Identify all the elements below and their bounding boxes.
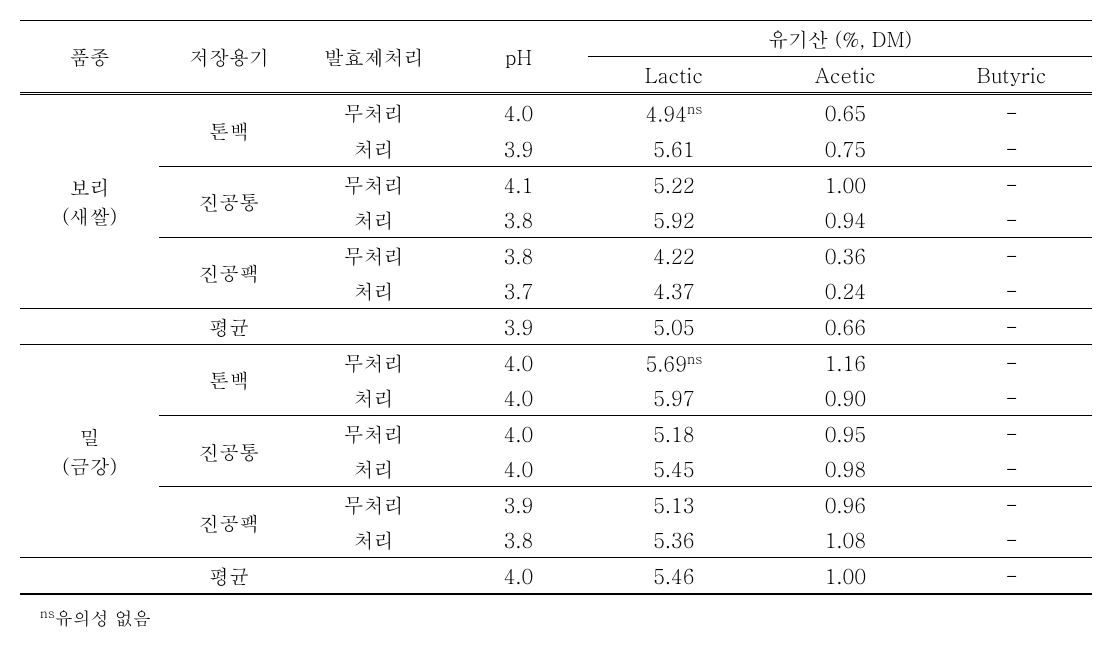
lactic-cell: 5.92 [588, 202, 760, 238]
container-cell: 톤백 [159, 344, 298, 416]
butyric-cell: - [931, 273, 1092, 309]
treatment-cell: 무처리 [299, 166, 449, 202]
lactic-cell: 4.37 [588, 273, 760, 309]
header-treatment: 발효제처리 [299, 21, 449, 94]
butyric-cell: - [931, 344, 1092, 380]
ph-cell: 4.0 [449, 416, 588, 452]
avg-acetic: 1.00 [760, 558, 932, 595]
treatment-cell: 무처리 [299, 94, 449, 131]
avg-ph: 3.9 [449, 308, 588, 344]
acetic-cell: 0.36 [760, 237, 932, 273]
ph-cell: 3.7 [449, 273, 588, 309]
ph-cell: 4.0 [449, 451, 588, 487]
butyric-cell: - [931, 380, 1092, 416]
avg-lactic: 5.05 [588, 308, 760, 344]
acetic-cell: 0.90 [760, 380, 932, 416]
lactic-cell: 4.22 [588, 237, 760, 273]
acetic-cell: 1.08 [760, 522, 932, 558]
ph-cell: 4.1 [449, 166, 588, 202]
container-cell: 진공통 [159, 416, 298, 487]
ph-cell: 3.8 [449, 202, 588, 238]
ph-cell: 4.0 [449, 344, 588, 380]
treatment-cell: 처리 [299, 131, 449, 167]
acetic-cell: 1.00 [760, 166, 932, 202]
butyric-cell: - [931, 166, 1092, 202]
variety-cell: 밀(금강) [20, 344, 159, 558]
header-butyric: Butyric [931, 57, 1092, 94]
avg-treatment [299, 558, 449, 595]
lactic-cell: 4.94ns [588, 94, 760, 131]
ph-cell: 4.0 [449, 380, 588, 416]
treatment-cell: 처리 [299, 202, 449, 238]
butyric-cell: - [931, 131, 1092, 167]
avg-label: 평균 [159, 308, 298, 344]
acetic-cell: 0.65 [760, 94, 932, 131]
ph-cell: 4.0 [449, 94, 588, 131]
acetic-cell: 0.95 [760, 416, 932, 452]
container-cell: 진공통 [159, 166, 298, 237]
ph-cell: 3.8 [449, 522, 588, 558]
header-variety: 품종 [20, 21, 159, 94]
avg-label: 평균 [159, 558, 298, 595]
container-cell: 톤백 [159, 94, 298, 167]
butyric-cell: - [931, 487, 1092, 523]
treatment-cell: 무처리 [299, 344, 449, 380]
acetic-cell: 0.94 [760, 202, 932, 238]
header-organic-acid: 유기산 (%, DM) [588, 21, 1092, 57]
footnote: ns유의성 없음 [20, 603, 1092, 631]
header-ph: pH [449, 21, 588, 94]
container-cell: 진공팩 [159, 487, 298, 558]
lactic-cell: 5.69ns [588, 344, 760, 380]
ph-cell: 3.9 [449, 131, 588, 167]
treatment-cell: 무처리 [299, 416, 449, 452]
acetic-cell: 0.98 [760, 451, 932, 487]
treatment-cell: 무처리 [299, 237, 449, 273]
treatment-cell: 처리 [299, 380, 449, 416]
avg-butyric: - [931, 558, 1092, 595]
avg-ph: 4.0 [449, 558, 588, 595]
butyric-cell: - [931, 416, 1092, 452]
lactic-cell: 5.18 [588, 416, 760, 452]
footnote-sup: ns [40, 603, 55, 622]
acetic-cell: 0.96 [760, 487, 932, 523]
butyric-cell: - [931, 202, 1092, 238]
butyric-cell: - [931, 237, 1092, 273]
avg-acetic: 0.66 [760, 308, 932, 344]
header-acetic: Acetic [760, 57, 932, 94]
butyric-cell: - [931, 451, 1092, 487]
avg-lactic: 5.46 [588, 558, 760, 595]
header-lactic: Lactic [588, 57, 760, 94]
avg-treatment [299, 308, 449, 344]
butyric-cell: - [931, 522, 1092, 558]
avg-empty [20, 558, 159, 595]
container-cell: 진공팩 [159, 237, 298, 308]
treatment-cell: 처리 [299, 273, 449, 309]
treatment-cell: 처리 [299, 451, 449, 487]
lactic-cell: 5.45 [588, 451, 760, 487]
lactic-cell: 5.36 [588, 522, 760, 558]
acetic-cell: 1.16 [760, 344, 932, 380]
avg-empty [20, 308, 159, 344]
treatment-cell: 무처리 [299, 487, 449, 523]
ph-cell: 3.9 [449, 487, 588, 523]
lactic-cell: 5.22 [588, 166, 760, 202]
lactic-cell: 5.13 [588, 487, 760, 523]
lactic-cell: 5.97 [588, 380, 760, 416]
lactic-cell: 5.61 [588, 131, 760, 167]
butyric-cell: - [931, 94, 1092, 131]
acetic-cell: 0.24 [760, 273, 932, 309]
header-container: 저장용기 [159, 21, 298, 94]
acetic-cell: 0.75 [760, 131, 932, 167]
data-table: 품종 저장용기 발효제처리 pH 유기산 (%, DM) Lactic Acet… [20, 20, 1092, 595]
variety-cell: 보리(새쌀) [20, 94, 159, 309]
ph-cell: 3.8 [449, 237, 588, 273]
footnote-text: 유의성 없음 [55, 606, 151, 631]
treatment-cell: 처리 [299, 522, 449, 558]
avg-butyric: - [931, 308, 1092, 344]
